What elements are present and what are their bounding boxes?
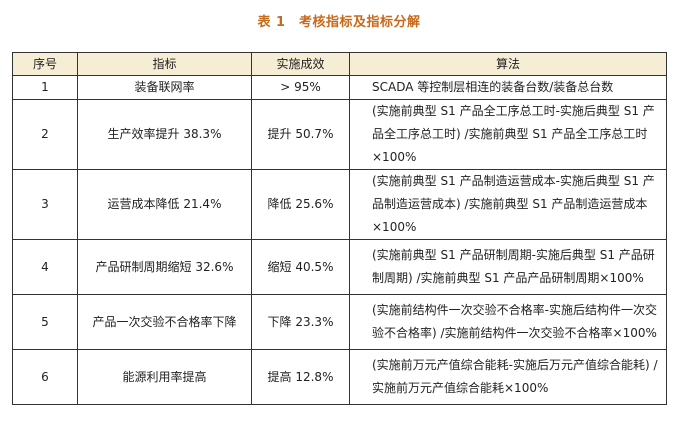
row-formula: (实施前典型 S1 产品制造运营成本-实施后典型 S1 产品制造运营成本) /实… <box>349 169 667 240</box>
row-number: 2 <box>12 99 78 170</box>
row-indicator: 生产效率提升 38.3% <box>77 99 252 170</box>
formula-text: (实施前万元产值综合能耗-实施后万元产值综合能耗) /实施前万元产值综合能耗×1… <box>372 358 658 395</box>
row-number: 4 <box>12 239 78 295</box>
row-number: 6 <box>12 349 78 405</box>
row-indicator: 运营成本降低 21.4% <box>77 169 252 240</box>
table-row: 2 生产效率提升 38.3% 提升 50.7% (实施前典型 S1 产品全工序总… <box>12 99 667 170</box>
row-indicator: 能源利用率提高 <box>77 349 252 405</box>
formula-text: (实施前典型 S1 产品全工序总工时-实施后典型 S1 产品全工序总工时) /实… <box>372 104 655 164</box>
table-row: 3 运营成本降低 21.4% 降低 25.6% (实施前典型 S1 产品制造运营… <box>12 169 667 240</box>
table-row: 6 能源利用率提高 提高 12.8% (实施前万元产值综合能耗-实施后万元产值综… <box>12 349 667 405</box>
row-effect: 提高 12.8% <box>251 349 350 405</box>
table-header-row: 序号 指标 实施成效 算法 <box>12 52 667 76</box>
row-effect: > 95% <box>251 75 350 100</box>
row-indicator: 装备联网率 <box>77 75 252 100</box>
header-indicator: 指标 <box>77 52 252 76</box>
row-formula: (实施前典型 S1 产品全工序总工时-实施后典型 S1 产品全工序总工时) /实… <box>349 99 667 170</box>
row-effect: 缩短 40.5% <box>251 239 350 295</box>
row-effect: 下降 23.3% <box>251 294 350 350</box>
row-effect: 提升 50.7% <box>251 99 350 170</box>
row-number: 5 <box>12 294 78 350</box>
row-effect: 降低 25.6% <box>251 169 350 240</box>
table-row: 1 装备联网率 > 95% SCADA 等控制层相连的装备台数/装备总台数 <box>12 75 667 100</box>
formula-text: (实施前典型 S1 产品研制周期-实施后典型 S1 产品研制周期) /实施前典型… <box>372 248 655 285</box>
row-number: 1 <box>12 75 78 100</box>
row-number: 3 <box>12 169 78 240</box>
row-formula: SCADA 等控制层相连的装备台数/装备总台数 <box>349 75 667 100</box>
row-indicator: 产品一次交验不合格率下降 <box>77 294 252 350</box>
table-row: 5 产品一次交验不合格率下降 下降 23.3% (实施前结构件一次交验不合格率-… <box>12 294 667 350</box>
row-formula: (实施前万元产值综合能耗-实施后万元产值综合能耗) /实施前万元产值综合能耗×1… <box>349 349 667 405</box>
formula-text: (实施前结构件一次交验不合格率-实施后结构件一次交验不合格率) /实施前结构件一… <box>372 303 658 340</box>
formula-text: SCADA 等控制层相连的装备台数/装备总台数 <box>372 80 614 94</box>
row-indicator: 产品研制周期缩短 32.6% <box>77 239 252 295</box>
header-formula: 算法 <box>349 52 667 76</box>
row-formula: (实施前典型 S1 产品研制周期-实施后典型 S1 产品研制周期) /实施前典型… <box>349 239 667 295</box>
formula-text: (实施前典型 S1 产品制造运营成本-实施后典型 S1 产品制造运营成本) /实… <box>372 174 655 234</box>
metrics-table: 序号 指标 实施成效 算法 1 装备联网率 > 95% SCADA 等控制层相连… <box>12 52 667 405</box>
row-formula: (实施前结构件一次交验不合格率-实施后结构件一次交验不合格率) /实施前结构件一… <box>349 294 667 350</box>
table-caption: 表 1 考核指标及指标分解 <box>257 15 421 30</box>
header-effect: 实施成效 <box>251 52 350 76</box>
header-number: 序号 <box>12 52 78 76</box>
table-row: 4 产品研制周期缩短 32.6% 缩短 40.5% (实施前典型 S1 产品研制… <box>12 239 667 295</box>
